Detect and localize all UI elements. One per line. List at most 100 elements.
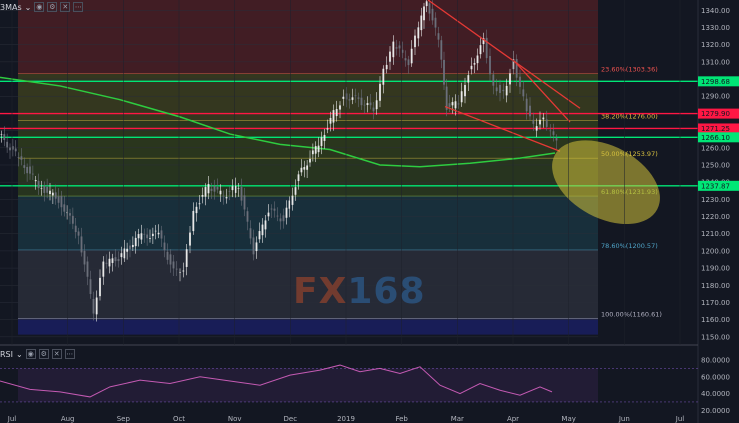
candle-body bbox=[282, 215, 285, 222]
candle-body bbox=[54, 192, 57, 199]
candle-body bbox=[542, 117, 545, 120]
candle-body bbox=[431, 8, 434, 21]
candle-body bbox=[160, 230, 163, 239]
candle-body bbox=[157, 232, 160, 235]
candle-body bbox=[285, 207, 288, 218]
candle-body bbox=[71, 215, 74, 224]
chevron-down-icon[interactable]: ⌄ bbox=[16, 349, 23, 359]
close-icon[interactable]: ✕ bbox=[51, 349, 62, 359]
candle-body bbox=[49, 190, 51, 195]
candle-body bbox=[366, 103, 369, 105]
candle-body bbox=[175, 268, 178, 270]
candle-body bbox=[43, 185, 46, 193]
price-axis-label: 1320.00 bbox=[701, 41, 730, 49]
trendline[interactable] bbox=[427, 0, 581, 109]
candle-body bbox=[303, 167, 306, 170]
candle-body bbox=[216, 187, 219, 190]
more-icon[interactable]: ⋯ bbox=[73, 2, 84, 12]
candle-body bbox=[294, 187, 297, 195]
candle-body bbox=[222, 195, 225, 197]
candle-body bbox=[473, 63, 476, 65]
eye-icon[interactable]: ◉ bbox=[34, 2, 45, 12]
price-level-tag-label: 1271.25 bbox=[701, 125, 730, 133]
candle-body bbox=[23, 165, 26, 168]
candle-body bbox=[201, 195, 204, 197]
candle-body bbox=[228, 191, 231, 192]
time-axis-label: May bbox=[561, 415, 575, 423]
candle-body bbox=[495, 87, 498, 92]
candle-body bbox=[92, 299, 95, 314]
candle-body bbox=[297, 174, 300, 182]
candle-body bbox=[117, 258, 120, 262]
candle-body bbox=[51, 192, 54, 196]
candle-body bbox=[382, 68, 385, 85]
candle-body bbox=[492, 74, 495, 86]
candle-body bbox=[102, 261, 105, 277]
watermark-logo: FX168 bbox=[293, 271, 426, 312]
candle-body bbox=[532, 119, 535, 124]
indicator-label[interactable]: 3MAs bbox=[0, 2, 22, 12]
price-axis-label: 1250.00 bbox=[701, 161, 730, 169]
candle-body bbox=[83, 250, 86, 265]
candle-body bbox=[231, 186, 234, 191]
candle-body bbox=[108, 258, 111, 267]
candle-body bbox=[46, 186, 49, 193]
candle-body bbox=[111, 258, 114, 263]
price-axis-label: 1230.00 bbox=[701, 196, 730, 204]
eye-icon[interactable]: ◉ bbox=[25, 349, 36, 359]
candle-body bbox=[207, 184, 210, 194]
time-axis-label: Nov bbox=[228, 415, 242, 423]
candle-body bbox=[270, 208, 273, 210]
price-axis-label: 1190.00 bbox=[701, 265, 730, 273]
candle-body bbox=[502, 89, 505, 92]
candle-body bbox=[182, 270, 185, 272]
candle-body bbox=[185, 249, 188, 267]
candle-body bbox=[509, 73, 511, 85]
candle-body bbox=[499, 84, 501, 93]
trendline[interactable] bbox=[444, 105, 561, 152]
fib-level-label: 50.00%(1253.97) bbox=[601, 150, 658, 158]
rsi-axis-label: 80.0000 bbox=[701, 357, 730, 365]
more-icon[interactable]: ⋯ bbox=[64, 349, 75, 359]
candle-body bbox=[126, 248, 129, 252]
candle-body bbox=[522, 89, 525, 97]
candle-body bbox=[252, 237, 255, 255]
candle-body bbox=[332, 110, 335, 123]
settings-icon[interactable]: ⚙ bbox=[47, 2, 58, 12]
time-axis-label: Feb bbox=[395, 415, 408, 423]
price-axis[interactable] bbox=[698, 0, 739, 423]
candle-body bbox=[29, 166, 31, 174]
candle-body bbox=[445, 86, 448, 110]
candle-body bbox=[489, 56, 491, 75]
candle-body bbox=[323, 134, 326, 141]
candle-body bbox=[11, 146, 14, 150]
time-axis-label: Dec bbox=[284, 415, 298, 423]
candle-body bbox=[40, 188, 43, 189]
candle-body bbox=[267, 212, 270, 217]
candle-body bbox=[276, 215, 279, 217]
trendline[interactable] bbox=[514, 61, 571, 123]
time-axis-label: Jun bbox=[618, 415, 630, 423]
time-axis-label: Mar bbox=[451, 415, 464, 423]
forecast-ellipse[interactable] bbox=[538, 123, 674, 241]
rsi-label[interactable]: RSI bbox=[0, 349, 13, 359]
candle-body bbox=[360, 97, 363, 106]
chevron-down-icon[interactable]: ⌄ bbox=[24, 2, 32, 12]
time-axis-label: Sep bbox=[117, 415, 131, 423]
candle-body bbox=[423, 6, 425, 21]
candle-body bbox=[273, 208, 276, 211]
candle-body bbox=[326, 128, 329, 130]
rsi-indicator-toolbar: RSI ⌄ ◉ ⚙ ✕ ⋯ bbox=[0, 348, 75, 360]
candle-body bbox=[306, 165, 309, 170]
candle-body bbox=[249, 228, 252, 239]
candle-body bbox=[114, 257, 117, 262]
candle-body bbox=[519, 76, 521, 87]
candle-body bbox=[417, 27, 420, 39]
candle-body bbox=[434, 17, 437, 28]
price-axis-label: 1290.00 bbox=[701, 93, 730, 101]
settings-icon[interactable]: ⚙ bbox=[38, 349, 49, 359]
close-icon[interactable]: ✕ bbox=[60, 2, 71, 12]
candle-body bbox=[460, 91, 463, 103]
candle-body bbox=[443, 59, 445, 85]
